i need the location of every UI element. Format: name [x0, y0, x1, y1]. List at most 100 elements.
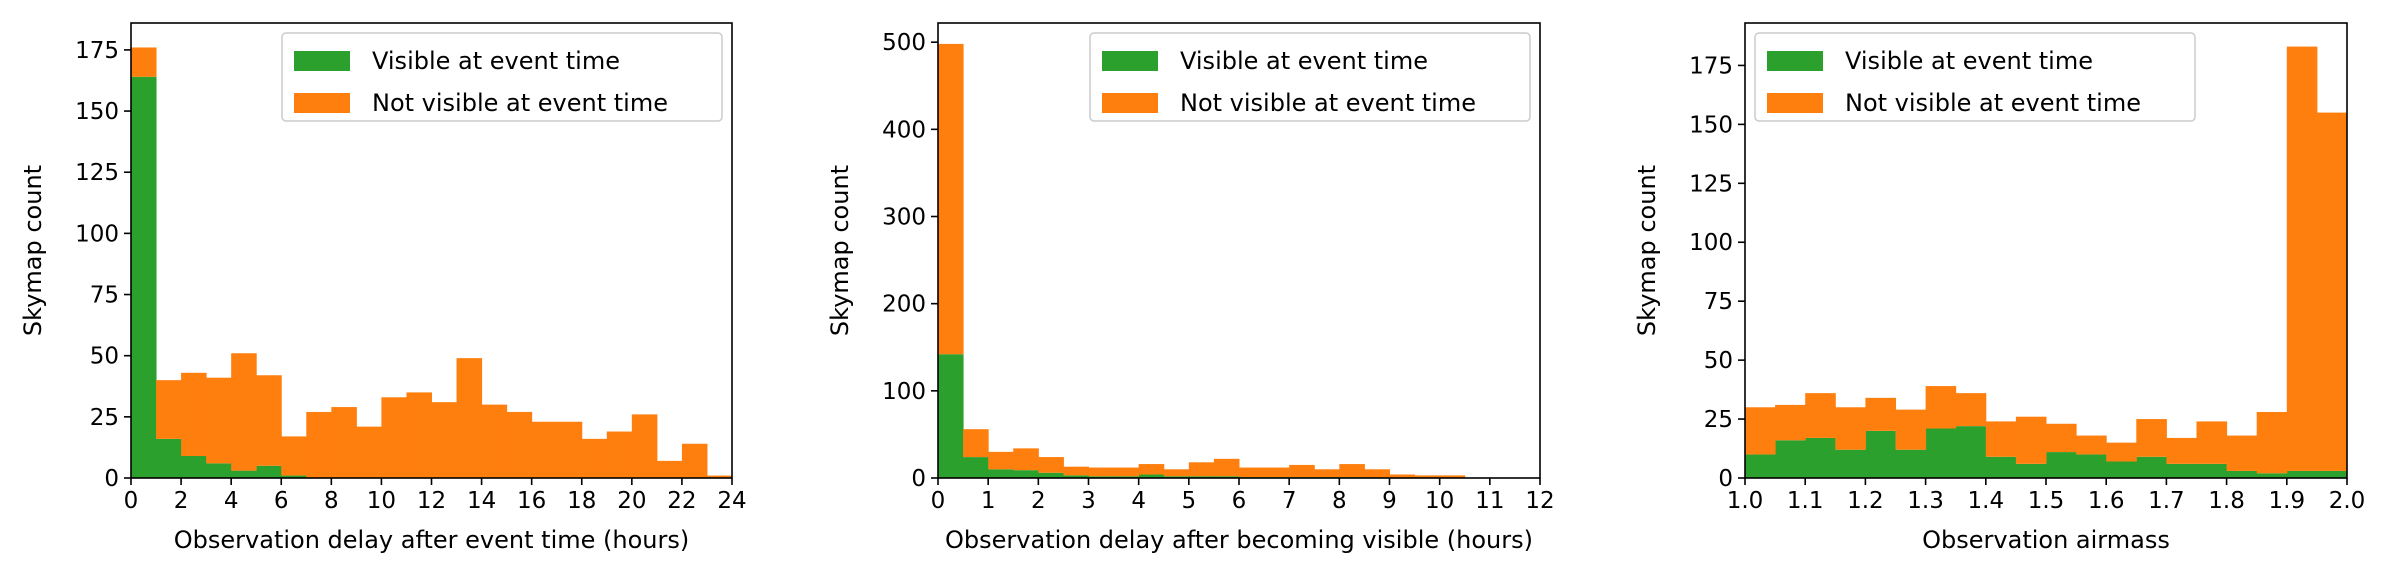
- x-tick-label: 2: [1031, 488, 1046, 514]
- bar-series-2-bin-14: [1264, 467, 1290, 478]
- legend-label-2: Not visible at event time: [1180, 89, 1476, 117]
- bar-series-2-bin-3: [988, 451, 1014, 470]
- y-tick-label: 50: [90, 344, 119, 370]
- bar-series-2-bin-19: [1389, 474, 1416, 478]
- bar-series-2-bin-23: [681, 443, 708, 478]
- bar-series-2-bin-2: [156, 380, 182, 439]
- x-tick-label: 1: [981, 488, 996, 514]
- bar-series-2-bin-6: [1063, 466, 1089, 476]
- bar-series-1-bin-15: [2166, 463, 2197, 478]
- legend-label-1: Visible at event time: [1845, 47, 2093, 75]
- bar-series-2-bin-9: [331, 407, 357, 478]
- legend-swatch-2: [1102, 93, 1158, 113]
- x-tick-label: 1.6: [2088, 488, 2125, 514]
- bar-series-1-bin-12: [1213, 476, 1240, 478]
- bar-series-2-bin-10: [2015, 416, 2047, 464]
- bar-series-1-bin-11: [1188, 476, 1215, 478]
- y-axis-label: Skymap count: [826, 165, 854, 336]
- bar-series-2-bin-18: [1364, 469, 1390, 478]
- bar-series-1-bin-2: [963, 457, 989, 478]
- x-tick-label: 1.0: [1727, 488, 1764, 514]
- legend-swatch-2: [294, 93, 350, 113]
- y-axis-label: Skymap count: [19, 165, 47, 336]
- x-axis-label: Observation delay after becoming visible…: [945, 526, 1533, 554]
- y-tick-label: 125: [75, 160, 119, 186]
- bar-series-1-bin-3: [181, 455, 207, 478]
- bar-series-2-bin-1: [938, 43, 964, 355]
- x-tick-label: 24: [717, 488, 746, 514]
- bar-series-1-bin-20: [2316, 470, 2348, 478]
- y-tick-label: 125: [1689, 171, 1733, 197]
- legend-box: [1754, 32, 2196, 122]
- bar-series-2-bin-8: [1955, 393, 1987, 427]
- bar-series-2-bin-19: [2286, 46, 2318, 471]
- x-tick-label: 5: [1182, 488, 1197, 514]
- x-tick-label: 0: [124, 488, 139, 514]
- y-tick-label: 300: [882, 205, 926, 231]
- bar-series-2-bin-12: [1213, 458, 1240, 477]
- legend-label-2: Not visible at event time: [1845, 89, 2141, 117]
- bar-series-1-bin-19: [2286, 470, 2318, 478]
- y-tick-label: 0: [104, 466, 119, 492]
- legend: Visible at event time Not visible at even…: [1754, 32, 2196, 122]
- x-tick-label: 6: [1232, 488, 1247, 514]
- bar-series-2-bin-5: [231, 353, 257, 471]
- bar-series-2-bin-6: [1895, 409, 1927, 450]
- bar-series-2-bin-22: [656, 460, 683, 478]
- x-axis-label: Observation delay after event time (hour…: [174, 526, 689, 554]
- x-tick-label: 18: [567, 488, 596, 514]
- legend-label-1: Visible at event time: [372, 47, 620, 75]
- y-tick-label: 100: [882, 379, 926, 405]
- x-tick-label: 8: [1332, 488, 1347, 514]
- bar-series-1-bin-10: [2015, 463, 2047, 478]
- bar-series-2-bin-15: [2166, 437, 2197, 464]
- bar-series-2-bin-16: [506, 411, 533, 478]
- y-tick-label: 25: [1704, 407, 1733, 433]
- y-tick-label: 500: [882, 30, 926, 56]
- bar-series-1-bin-7: [1925, 428, 1957, 478]
- bar-series-1-bin-9: [1985, 456, 2017, 478]
- bar-series-1-bin-8: [1955, 426, 1987, 478]
- bar-series-1-bin-17: [2226, 470, 2258, 478]
- y-tick-label: 25: [90, 405, 119, 431]
- chart-panel-1: 0 2 4 6 8 10 12 14 16 18 20 22 240255075100125150175…: [19, 22, 747, 554]
- bar-series-2-bin-11: [381, 397, 407, 478]
- bar-series-2-bin-4: [1013, 448, 1039, 471]
- legend: Visible at event time Not visible at even…: [281, 32, 723, 122]
- bar-series-2-bin-18: [556, 421, 583, 478]
- y-tick-label: 175: [1689, 53, 1733, 79]
- bar-series-2-bin-13: [2106, 442, 2137, 462]
- x-tick-label: 20: [617, 488, 646, 514]
- bar-series-2-bin-12: [2076, 435, 2107, 455]
- x-tick-label: 1.1: [1787, 488, 1824, 514]
- bar-series-2-bin-21: [631, 414, 658, 478]
- x-tick-label: 9: [1382, 488, 1397, 514]
- bar-series-2-bin-12: [406, 392, 432, 478]
- legend-swatch-1: [1102, 51, 1158, 71]
- y-tick-label: 175: [75, 38, 119, 64]
- chart-panel-3: 1.0 1.1 1.2 1.3 1.4 1.5 1.6 1.7 1.8 1.9 2.0 0 25 50 75…: [1633, 22, 2365, 554]
- bar-series-1-bin-3: [1805, 437, 1836, 478]
- bar-series-1-bin-13: [2106, 461, 2137, 478]
- x-tick-label: 10: [1425, 488, 1454, 514]
- x-tick-label: 10: [367, 488, 396, 514]
- bar-series-2-bin-13: [431, 402, 458, 478]
- x-tick-label: 12: [1525, 488, 1554, 514]
- x-tick-label: 12: [417, 488, 446, 514]
- bar-series-1-bin-9: [1138, 474, 1165, 478]
- bar-series-1-bin-4: [1835, 449, 1866, 478]
- bar-series-2-bin-21: [1439, 475, 1466, 478]
- x-tick-label: 1.9: [2269, 488, 2306, 514]
- legend-box: [281, 32, 723, 122]
- chart-panel-2: 0 1 2 3 4 5 6 7 8 9 10 11 120100200300400500Observat…: [826, 22, 1555, 554]
- x-tick-label: 14: [467, 488, 496, 514]
- bar-series-2-bin-17: [531, 421, 558, 478]
- legend-swatch-1: [294, 51, 350, 71]
- x-tick-label: 11: [1475, 488, 1504, 514]
- x-tick-label: 4: [1131, 488, 1146, 514]
- legend-label-1: Visible at event time: [1180, 47, 1428, 75]
- y-tick-label: 50: [1704, 348, 1733, 374]
- x-tick-label: 1.3: [1907, 488, 1944, 514]
- bar-series-1-bin-4: [206, 463, 232, 478]
